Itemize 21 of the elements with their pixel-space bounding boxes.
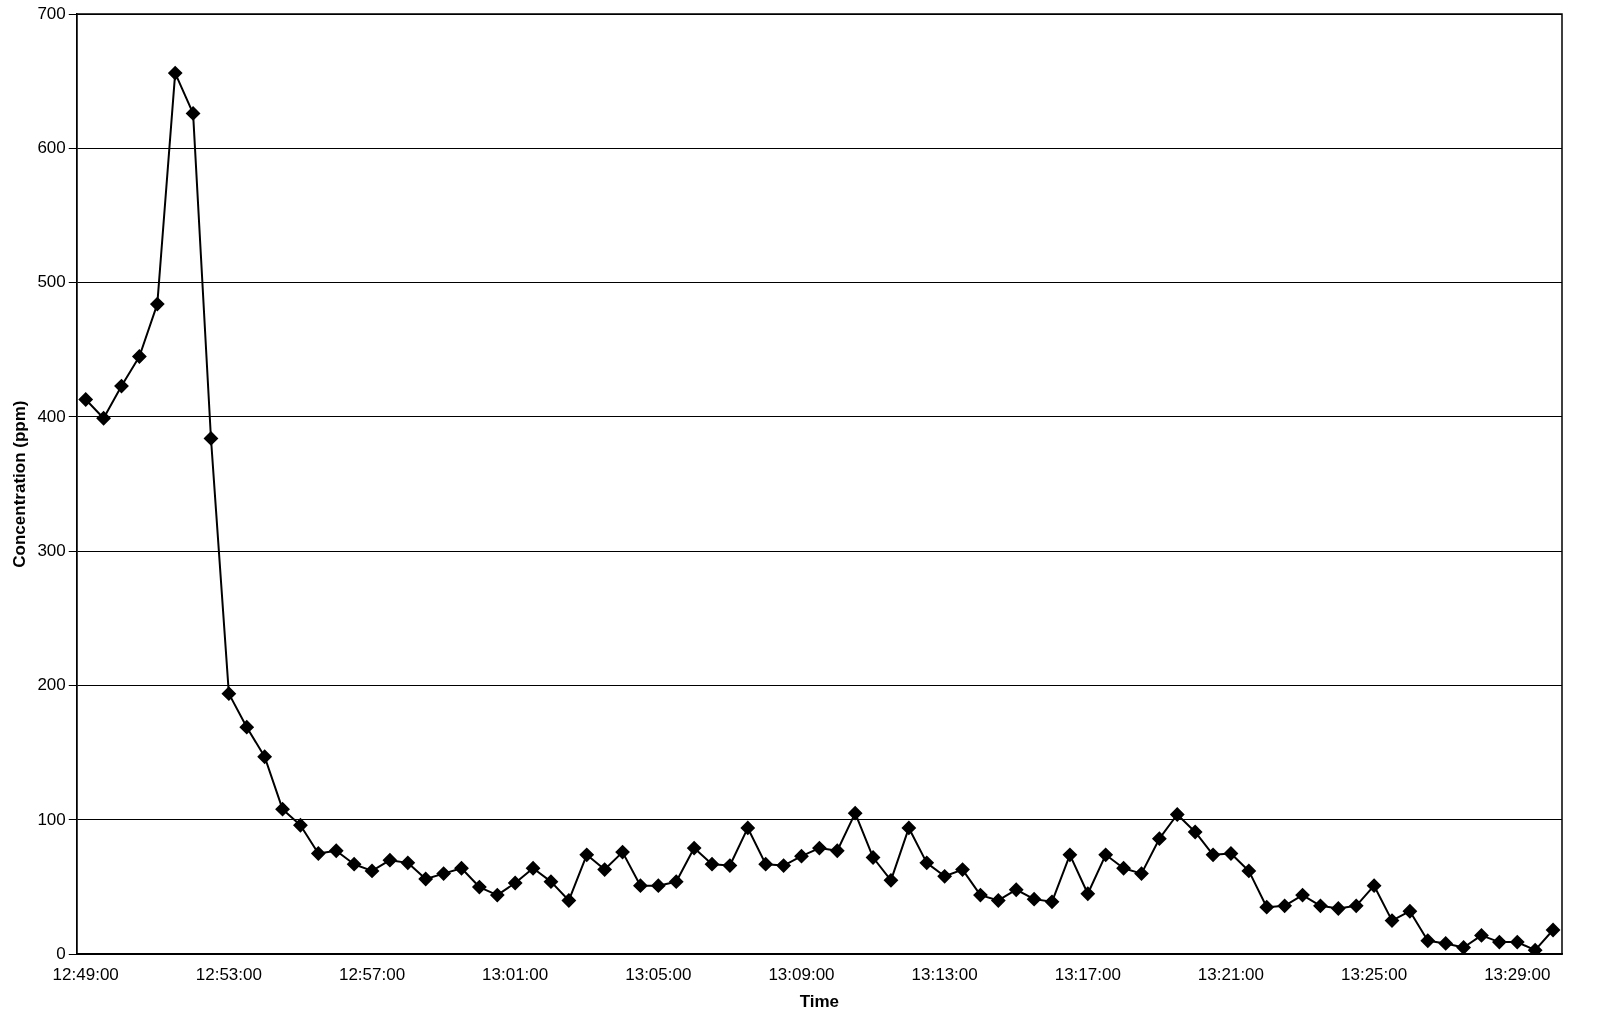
x-tick-label: 12:57:00 bbox=[338, 965, 406, 985]
y-tick-label: 200 bbox=[37, 675, 66, 695]
y-tick-label: 500 bbox=[37, 272, 66, 292]
x-axis-title: Time bbox=[799, 992, 840, 1012]
y-tick-label: 0 bbox=[56, 943, 66, 963]
y-axis-title: Concentration (ppm) bbox=[9, 400, 29, 568]
x-tick-label: 13:17:00 bbox=[1054, 965, 1121, 985]
y-tick-label: 100 bbox=[37, 809, 66, 829]
y-tick-label: 700 bbox=[37, 3, 66, 23]
x-tick-label: 13:01:00 bbox=[482, 965, 549, 985]
x-tick-label: 13:21:00 bbox=[1197, 965, 1265, 985]
x-tick-label: 13:09:00 bbox=[768, 965, 835, 985]
x-tick-label: 13:05:00 bbox=[625, 965, 692, 985]
x-tick-label: 13:13:00 bbox=[911, 965, 978, 985]
y-tick-label: 400 bbox=[37, 406, 66, 426]
x-tick-label: 13:25:00 bbox=[1341, 965, 1408, 985]
x-tick-label: 12:53:00 bbox=[195, 965, 262, 985]
y-tick-label: 300 bbox=[37, 540, 66, 560]
x-tick-label: 12:49:00 bbox=[52, 965, 119, 985]
x-tick-label: 13:29:00 bbox=[1484, 965, 1551, 985]
y-tick-label: 600 bbox=[37, 138, 66, 157]
